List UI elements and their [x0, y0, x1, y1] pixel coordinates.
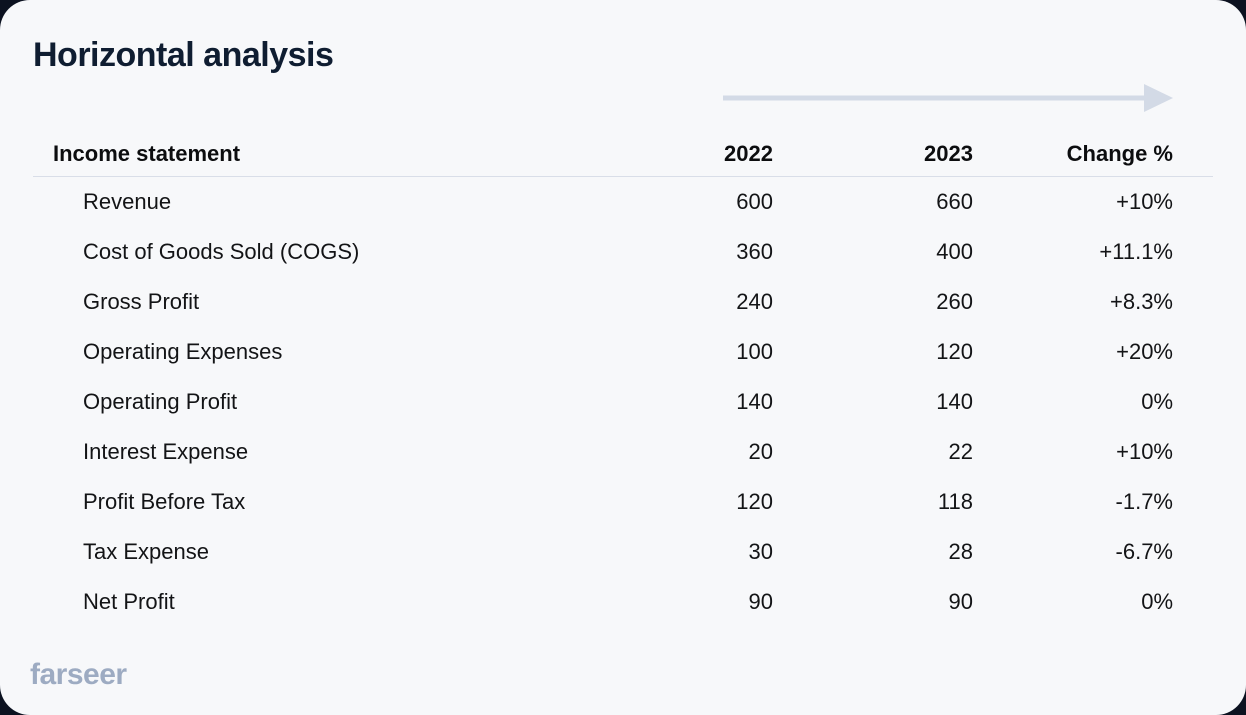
cell-change: +8.3% — [1110, 289, 1173, 314]
column-header-2022: 2022 — [724, 141, 773, 166]
cell-2023: 260 — [936, 289, 973, 314]
cell-2022: 140 — [736, 389, 773, 414]
cell-2022: 120 — [736, 489, 773, 514]
row-label: Net Profit — [83, 589, 175, 614]
table-row-revenue: Revenue 600 660 +10% — [33, 177, 1213, 227]
table-row-operating-profit: Operating Profit 140 140 0% — [33, 377, 1213, 427]
cell-2022: 90 — [748, 589, 773, 614]
row-label: Profit Before Tax — [83, 489, 246, 514]
table-row-gross-profit: Gross Profit 240 260 +8.3% — [33, 277, 1213, 327]
cell-2022: 240 — [736, 289, 773, 314]
cell-2023: 118 — [937, 489, 973, 514]
farseer-logo: farseer — [30, 658, 127, 691]
cell-2022: 600 — [736, 189, 773, 214]
income-statement-table: Income statement 2022 2023 Change % Reve… — [33, 132, 1213, 627]
row-label: Cost of Goods Sold (COGS) — [83, 239, 360, 264]
cell-change: +20% — [1116, 339, 1173, 364]
row-label: Gross Profit — [83, 289, 200, 314]
cell-change: +10% — [1116, 189, 1173, 214]
table-row-cogs: Cost of Goods Sold (COGS) 360 400 +11.1% — [33, 227, 1213, 277]
cell-2023: 90 — [948, 589, 973, 614]
table-row-operating-expenses: Operating Expenses 100 120 +20% — [33, 327, 1213, 377]
cell-2023: 120 — [936, 339, 973, 364]
cell-change: -1.7% — [1115, 489, 1173, 514]
row-label: Operating Profit — [83, 389, 238, 414]
cell-change: 0% — [1141, 389, 1173, 414]
cell-2022: 360 — [736, 239, 773, 264]
arrow-right-icon — [723, 84, 1173, 112]
cell-2022: 100 — [736, 339, 773, 364]
cell-change: -6.7% — [1115, 539, 1173, 564]
table-row-profit-before-tax: Profit Before Tax 120 118 -1.7% — [33, 477, 1213, 527]
column-header-2023: 2023 — [924, 141, 973, 166]
cell-2023: 28 — [948, 539, 973, 564]
cell-2023: 140 — [936, 389, 973, 414]
row-label: Tax Expense — [83, 539, 209, 564]
row-label: Operating Expenses — [83, 339, 283, 364]
table-header-row: Income statement 2022 2023 Change % — [33, 132, 1213, 177]
cell-change: 0% — [1141, 589, 1173, 614]
row-label: Interest Expense — [83, 439, 249, 464]
cell-2023: 660 — [936, 189, 973, 214]
cell-2022: 20 — [748, 439, 773, 464]
page-title: Horizontal analysis — [33, 36, 334, 74]
row-label: Revenue — [83, 189, 172, 214]
cell-2023: 22 — [948, 439, 973, 464]
table-row-net-profit: Net Profit 90 90 0% — [33, 577, 1213, 627]
table-row-tax-expense: Tax Expense 30 28 -6.7% — [33, 527, 1213, 577]
table-row-interest-expense: Interest Expense 20 22 +10% — [33, 427, 1213, 477]
cell-2022: 30 — [748, 539, 773, 564]
cell-2023: 400 — [936, 239, 973, 264]
column-header-change: Change % — [1066, 141, 1173, 166]
cell-change: +11.1% — [1099, 239, 1173, 264]
column-header-income-statement: Income statement — [53, 141, 241, 166]
cell-change: +10% — [1116, 439, 1173, 464]
